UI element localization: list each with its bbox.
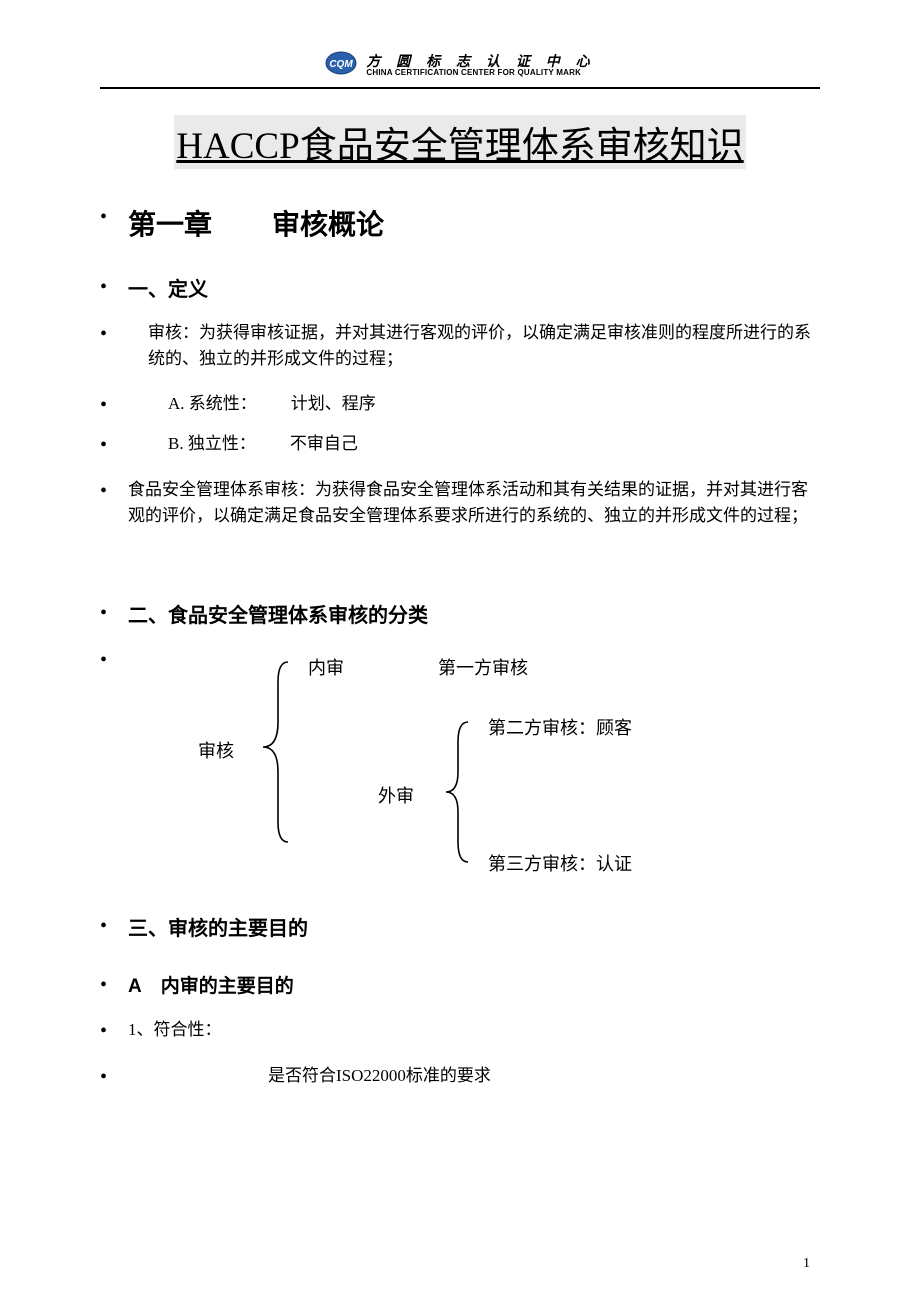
item1-body: 是否符合ISO22000标准的要求 <box>128 1063 491 1089</box>
bullet-icon: • <box>100 646 128 674</box>
chapter-suffix: 审核概论 <box>272 209 384 240</box>
section2-heading-row: • 二、食品安全管理体系审核的分类 <box>100 599 820 628</box>
chapter-heading-row: • 第一章 审核概论 <box>100 203 820 243</box>
point-a-text: A. 系统性： 计划、程序 <box>128 391 376 417</box>
bullet-icon: • <box>100 1063 128 1091</box>
page-header: CQM 方 圆 标 志 认 证 中 心 CHINA CERTIFICATION … <box>100 50 820 81</box>
document-page: CQM 方 圆 标 志 认 证 中 心 CHINA CERTIFICATION … <box>0 0 920 1302</box>
header-inner: CQM 方 圆 标 志 认 证 中 心 CHINA CERTIFICATION … <box>324 50 595 81</box>
org-name-cn: 方 圆 标 志 认 证 中 心 <box>366 54 595 69</box>
bullet-icon: • <box>100 477 128 505</box>
section3a-heading-row: • A 内审的主要目的 <box>100 971 820 999</box>
bullet-icon: • <box>100 912 128 940</box>
page-number: 1 <box>803 1256 810 1272</box>
item1-body-row: • 是否符合ISO22000标准的要求 <box>100 1063 820 1091</box>
document-title: HACCP食品安全管理体系审核知识 <box>174 115 745 169</box>
point-b-text: B. 独立性： 不审自己 <box>128 431 358 457</box>
item1-label: 1、符合性： <box>128 1017 222 1043</box>
diagram-first-party-label: 第一方审核 <box>438 654 528 680</box>
bullet-icon: • <box>100 431 128 459</box>
bullet-icon: • <box>100 1017 128 1045</box>
definition-text: 审核：为获得审核证据，并对其进行客观的评价，以确定满足审核准则的程度所进行的系统… <box>128 320 820 373</box>
title-wrap: HACCP食品安全管理体系审核知识 <box>100 115 820 169</box>
section3a-heading: A 内审的主要目的 <box>128 971 294 998</box>
section3-heading: 三、审核的主要目的 <box>128 912 308 941</box>
section1-heading: 一、定义 <box>128 273 208 302</box>
org-name-en: CHINA CERTIFICATION CENTER FOR QUALITY M… <box>366 69 595 77</box>
bullet-icon: • <box>100 971 128 999</box>
cqm-logo-icon: CQM <box>324 50 358 81</box>
section3-heading-row: • 三、审核的主要目的 <box>100 912 820 941</box>
diagram-third-party-label: 第三方审核：认证 <box>488 850 632 876</box>
diagram-row: • 审核 内审 第一方审核 外审 第二方审核：顾客 第三方审核：认证 <box>100 646 820 882</box>
chapter-prefix: 第一章 <box>128 209 212 240</box>
bullet-icon: • <box>100 203 128 231</box>
diagram-internal-label: 内审 <box>308 654 344 680</box>
section1-heading-row: • 一、定义 <box>100 273 820 302</box>
definition-row: • 审核：为获得审核证据，并对其进行客观的评价，以确定满足审核准则的程度所进行的… <box>100 320 820 373</box>
header-rule <box>100 87 820 89</box>
audit-classification-diagram: 审核 内审 第一方审核 外审 第二方审核：顾客 第三方审核：认证 <box>128 652 820 872</box>
point-a-row: • A. 系统性： 计划、程序 <box>100 391 820 419</box>
point-b-row: • B. 独立性： 不审自己 <box>100 431 820 459</box>
svg-text:CQM: CQM <box>330 59 354 70</box>
bullet-icon: • <box>100 273 128 301</box>
bullet-icon: • <box>100 391 128 419</box>
item1-row: • 1、符合性： <box>100 1017 820 1045</box>
diagram-second-party-label: 第二方审核：顾客 <box>488 714 632 740</box>
foodsafety-def-text: 食品安全管理体系审核：为获得食品安全管理体系活动和其有关结果的证据，并对其进行客… <box>128 477 820 530</box>
diagram-external-label: 外审 <box>378 782 414 808</box>
diagram-root-label: 审核 <box>198 737 234 763</box>
bullet-icon: • <box>100 320 128 348</box>
bullet-icon: • <box>100 599 128 627</box>
chapter-heading: 第一章 审核概论 <box>128 203 384 243</box>
foodsafety-def-row: • 食品安全管理体系审核：为获得食品安全管理体系活动和其有关结果的证据，并对其进… <box>100 477 820 530</box>
section2-heading: 二、食品安全管理体系审核的分类 <box>128 599 428 628</box>
org-block: 方 圆 标 志 认 证 中 心 CHINA CERTIFICATION CENT… <box>366 54 595 77</box>
